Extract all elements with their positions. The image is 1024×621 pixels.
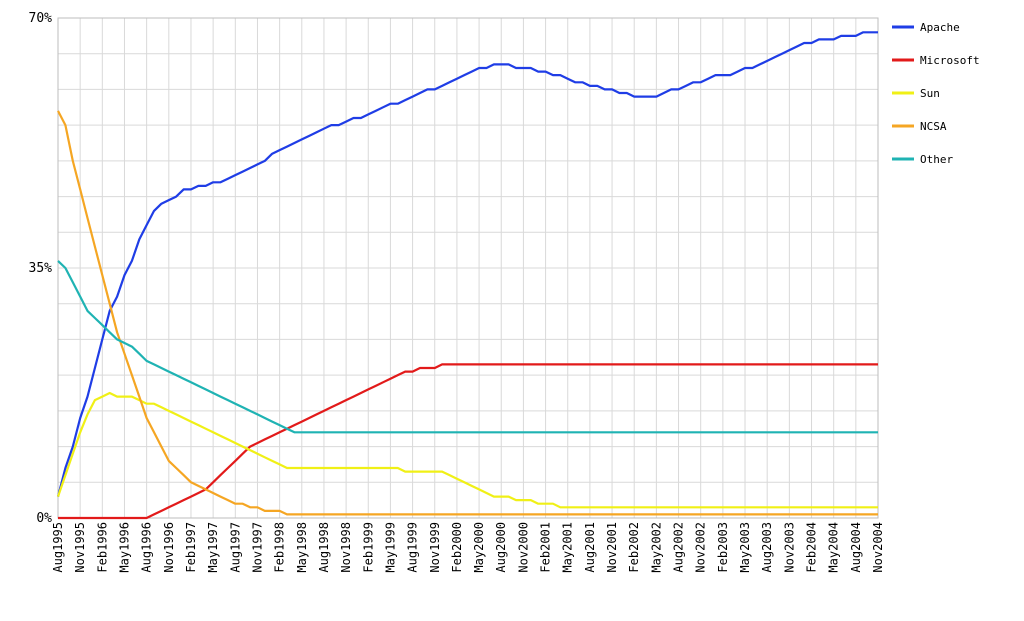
x-tick-label: Nov2001 <box>605 522 619 573</box>
x-tick-label: Aug2001 <box>583 522 597 573</box>
plot-frame <box>57 17 879 519</box>
x-tick-label: Feb2002 <box>627 522 641 573</box>
legend-label-sun: Sun <box>920 87 940 100</box>
x-tick-label: Feb2001 <box>539 522 553 573</box>
x-tick-label: May2002 <box>649 522 663 573</box>
x-tick-label: Nov1995 <box>73 522 87 573</box>
x-tick-label: May2003 <box>738 522 752 573</box>
y-tick-label: 70% <box>29 11 53 26</box>
x-tick-label: May1997 <box>206 522 220 573</box>
x-tick-label: Nov2000 <box>516 522 530 573</box>
x-tick-label: Nov1999 <box>428 522 442 573</box>
x-tick-label: Nov2004 <box>871 522 885 573</box>
series-line-apache <box>56 31 878 497</box>
x-tick-label: Aug1995 <box>51 522 65 573</box>
x-tick-label: Feb1996 <box>95 522 109 573</box>
x-tick-label: Feb1998 <box>273 522 287 573</box>
legend: Apache Microsoft Sun NCSA Other <box>892 21 980 166</box>
series-line-other <box>57 260 878 434</box>
x-tick-label: Nov1998 <box>339 522 353 573</box>
legend-label-microsoft: Microsoft <box>920 54 980 67</box>
x-tick-label: Aug1998 <box>317 522 331 573</box>
x-tick-label: Nov1996 <box>162 522 176 573</box>
series-line-microsoft <box>58 363 878 520</box>
x-tick-label: May1996 <box>117 522 131 573</box>
x-tick-label: Aug2002 <box>672 522 686 573</box>
x-axis-ticks: Aug1995 Nov1995 Feb1996 May1996 Aug1996 Nov19… <box>51 522 885 573</box>
x-tick-label: Feb2003 <box>716 522 730 573</box>
legend-label-apache: Apache <box>920 21 960 34</box>
x-tick-label: May2000 <box>472 522 486 573</box>
x-tick-label: Feb2000 <box>450 522 464 573</box>
x-tick-label: Nov1997 <box>250 522 264 573</box>
x-tick-label: Nov2003 <box>782 522 796 573</box>
grid-lines <box>57 17 879 519</box>
x-tick-label: Aug2000 <box>494 522 508 573</box>
legend-label-ncsa: NCSA <box>920 120 947 133</box>
x-tick-label: Aug1996 <box>140 522 154 573</box>
x-tick-label: Aug2003 <box>760 522 774 573</box>
x-tick-label: May1999 <box>383 522 397 573</box>
x-tick-label: Nov2002 <box>694 522 708 573</box>
y-tick-label: 35% <box>29 261 53 276</box>
x-tick-label: Feb2004 <box>805 522 819 573</box>
series-lines <box>56 31 878 520</box>
x-tick-label: Feb1999 <box>361 522 375 573</box>
x-tick-label: Aug1997 <box>228 522 242 573</box>
x-tick-label: Aug2004 <box>849 522 863 573</box>
x-tick-label: Aug1999 <box>406 522 420 573</box>
y-tick-label: 0% <box>36 511 52 526</box>
x-tick-label: Feb1997 <box>184 522 198 573</box>
x-tick-label: May2004 <box>827 522 841 573</box>
series-line-sun <box>56 391 878 509</box>
x-tick-label: May2001 <box>561 522 575 573</box>
legend-label-other: Other <box>920 153 953 166</box>
series-line-ncsa <box>57 110 878 516</box>
x-tick-label: May1998 <box>295 522 309 573</box>
y-axis-ticks: 0% 35% 70% <box>29 11 53 526</box>
